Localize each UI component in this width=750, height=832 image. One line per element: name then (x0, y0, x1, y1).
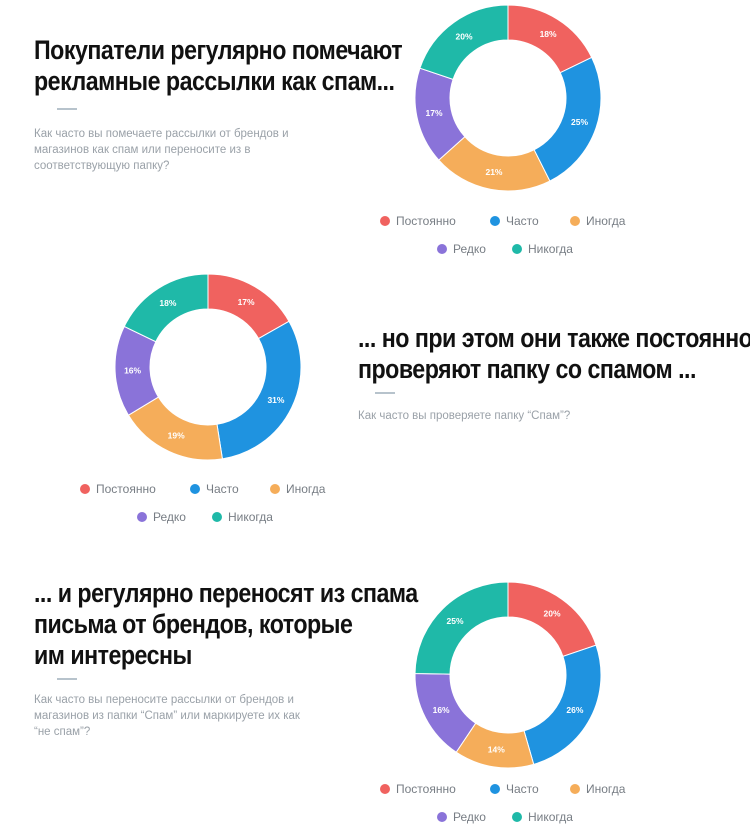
legend-3-dot-redko (437, 812, 447, 822)
section-3-heading-line-2: письма от брендов, которые (34, 609, 353, 639)
legend-1-label-postoyanno: Постоянно (396, 214, 456, 228)
donut-1-label-redko: 17% (426, 108, 443, 118)
legend-1-label-inogda: Иногда (586, 214, 626, 228)
legend-2-label-chasto: Часто (206, 482, 239, 496)
legend-2-dot-chasto (190, 484, 200, 494)
donut-2-label-redko: 16% (124, 366, 141, 376)
legend-2-item-inogda: Иногда (270, 482, 325, 496)
legend-1-dot-postoyanno (380, 216, 390, 226)
legend-1-item-inogda: Иногда (570, 214, 625, 228)
legend-1-item-redko: Редко (437, 242, 486, 256)
legend-3-label-inogda: Иногда (586, 782, 626, 796)
donut-2-slice-nikogda (123, 273, 209, 343)
legend-1-label-chasto: Часто (506, 214, 539, 228)
donut-3-slice-nikogda (414, 581, 509, 675)
donut-1-label-nikogda: 20% (455, 32, 472, 42)
legend-3-item-chasto: Часто (490, 782, 539, 796)
legend-2-dot-redko (137, 512, 147, 522)
section-3-question: Как часто вы переносите рассылки от брен… (34, 692, 300, 740)
donut-2-label-chasto: 31% (267, 395, 284, 405)
legend-3-item-nikogda: Никогда (512, 810, 573, 824)
donut-1-label-postoyanno: 18% (540, 29, 557, 39)
legend-3-label-redko: Редко (453, 810, 486, 824)
legend-3-item-postoyanno: Постоянно (380, 782, 456, 796)
legend-1-dot-inogda (570, 216, 580, 226)
section-1-question: Как часто вы помечаете рассылки от бренд… (34, 126, 289, 174)
section-2-heading-line-1: ... но при этом они также постоянно (358, 323, 750, 353)
section-2-heading: ... но при этом они также постоянно пров… (358, 323, 750, 385)
legend-2-item-nikogda: Никогда (212, 510, 273, 524)
legend-2-dot-nikogda (212, 512, 222, 522)
donut-3-label-inogda: 14% (488, 745, 505, 755)
section-3-question-line-3: “не спам”? (34, 726, 91, 738)
donut-3-label-postoyanno: 20% (543, 609, 560, 619)
legend-2-dot-inogda (270, 484, 280, 494)
legend-2-label-inogda: Иногда (286, 482, 326, 496)
donut-2-label-nikogda: 18% (159, 298, 176, 308)
section-3-heading-line-1: ... и регулярно переносят из спама (34, 578, 418, 608)
legend-3-dot-chasto (490, 784, 500, 794)
section-3-heading: ... и регулярно переносят из спама письм… (34, 578, 418, 671)
section-3-question-line-1: Как часто вы переносите рассылки от брен… (34, 694, 294, 706)
section-3-question-line-2: магазинов из папки “Спам” или маркируете… (34, 710, 300, 722)
legend-1-dot-nikogda (512, 244, 522, 254)
section-1-heading-line-2: рекламные рассылки как спам... (34, 66, 395, 96)
section-1-divider (57, 108, 77, 110)
section-2-question-line-1: Как часто вы проверяете папку “Спам”? (358, 410, 571, 422)
section-2-question: Как часто вы проверяете папку “Спам”? (358, 408, 570, 424)
section-2-heading-line-2: проверяют папку со спамом ... (358, 354, 696, 384)
section-1-heading-line-1: Покупатели регулярно помечают (34, 35, 403, 65)
legend-3-dot-nikogda (512, 812, 522, 822)
section-3-heading-line-3: им интересны (34, 640, 192, 670)
donut-3-label-chasto: 26% (566, 705, 583, 715)
section-1-question-line-3: соответствующую папку? (34, 160, 170, 172)
legend-2-item-redko: Редко (137, 510, 186, 524)
legend-2-label-nikogda: Никогда (228, 510, 273, 524)
legend-1-item-chasto: Часто (490, 214, 539, 228)
donut-1-label-inogda: 21% (485, 167, 502, 177)
donut-3-label-nikogda: 25% (447, 616, 464, 626)
legend-2-item-postoyanno: Постоянно (80, 482, 156, 496)
section-2-divider (375, 392, 395, 394)
legend-3-dot-inogda (570, 784, 580, 794)
legend-3-label-nikogda: Никогда (528, 810, 573, 824)
legend-1-label-nikogda: Никогда (528, 242, 573, 256)
legend-1-dot-chasto (490, 216, 500, 226)
section-1-heading: Покупатели регулярно помечают рекламные … (34, 35, 403, 97)
legend-2-label-redko: Редко (153, 510, 186, 524)
legend-3-label-chasto: Часто (506, 782, 539, 796)
legend-2-label-postoyanno: Постоянно (96, 482, 156, 496)
legend-3-dot-postoyanno (380, 784, 390, 794)
legend-1-item-postoyanno: Постоянно (380, 214, 456, 228)
donut-2-slice-chasto (216, 320, 302, 460)
donut-1-label-chasto: 25% (571, 117, 588, 127)
legend-1-dot-redko (437, 244, 447, 254)
donut-2-label-postoyanno: 17% (238, 297, 255, 307)
donut-3-label-redko: 16% (433, 705, 450, 715)
legend-3-label-postoyanno: Постоянно (396, 782, 456, 796)
legend-3-item-inogda: Иногда (570, 782, 625, 796)
donut-2-label-inogda: 19% (168, 430, 185, 440)
legend-3-item-redko: Редко (437, 810, 486, 824)
legend-2-dot-postoyanno (80, 484, 90, 494)
legend-2-item-chasto: Часто (190, 482, 239, 496)
donut-1-slice-nikogda (419, 4, 509, 81)
section-3-divider (57, 678, 77, 680)
legend-1-item-nikogda: Никогда (512, 242, 573, 256)
section-1-question-line-1: Как часто вы помечаете рассылки от бренд… (34, 128, 289, 140)
section-1-question-line-2: магазинов как спам или переносите из в (34, 144, 251, 156)
legend-1-label-redko: Редко (453, 242, 486, 256)
